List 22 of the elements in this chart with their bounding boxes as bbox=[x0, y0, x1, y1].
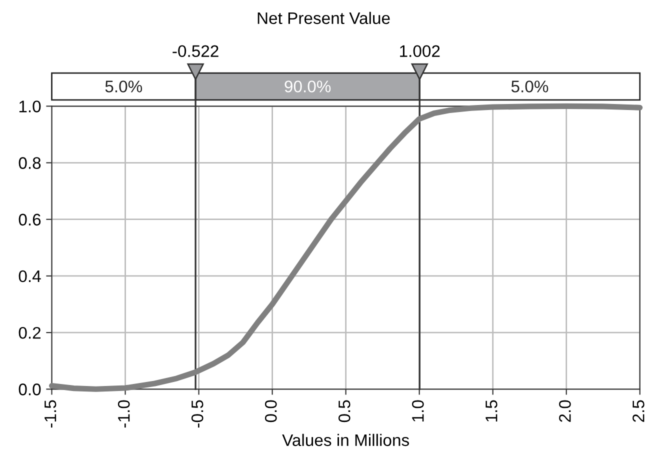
text: 90.0% bbox=[284, 80, 331, 92]
x-tick-label: 1.0 bbox=[412, 400, 424, 422]
text: 5.0% bbox=[511, 80, 548, 92]
x-tick-label: -0.5 bbox=[191, 400, 204, 428]
text: 5.0% bbox=[105, 80, 142, 92]
y-tick-label: 1.0 bbox=[19, 100, 41, 112]
x-tick-label: 2.5 bbox=[632, 400, 644, 422]
x-tick-label: 1.5 bbox=[486, 400, 498, 422]
y-tick-label: 0.4 bbox=[18, 270, 41, 282]
ref-line-label: -0.522 bbox=[172, 45, 218, 58]
x-tick-label: 2.0 bbox=[559, 400, 571, 422]
y-tick-label: 0.2 bbox=[18, 326, 41, 339]
x-tick-label: 0.0 bbox=[264, 400, 277, 422]
y-tick-label: 0.0 bbox=[18, 384, 41, 396]
y-tick-label: 0.6 bbox=[18, 214, 41, 226]
x-tick-label: 0.5 bbox=[338, 400, 350, 422]
chart-title: Net Present Value bbox=[258, 12, 390, 24]
x-axis-title: Values in Millions bbox=[282, 434, 409, 446]
x-tick-label: -1.0 bbox=[118, 400, 130, 428]
x-tick-label: -1.5 bbox=[44, 400, 56, 428]
ref-line-label: 1.002 bbox=[400, 45, 440, 58]
y-tick-label: 0.8 bbox=[18, 157, 41, 169]
